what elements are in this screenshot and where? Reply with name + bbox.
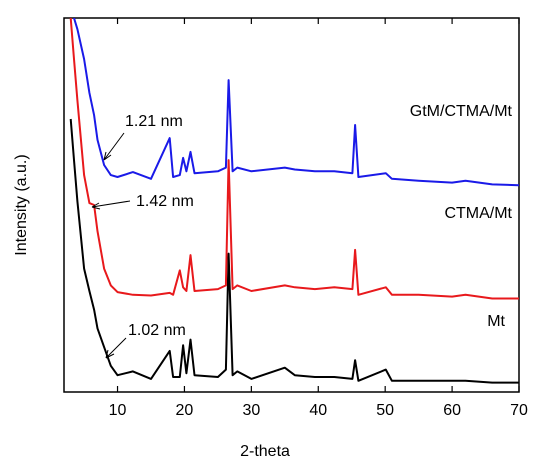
annotation-arrow [103,132,125,161]
series-line [73,18,519,187]
x-tick-label: 60 [443,402,461,419]
series-line [69,118,519,384]
y-axis-title: Intensity (a.u.) [13,154,30,255]
plot-frame [63,17,520,393]
annotation: 1.42 nm [136,193,194,210]
annotation-arrow [91,200,131,210]
x-tick-label: 20 [176,402,194,419]
annotation: 1.21 nm [125,113,183,130]
legend-label: GtM/CTMA/Mt [410,103,513,120]
annotation-arrow [105,337,127,359]
x-tick-label: 40 [309,402,327,419]
legend-label: Mt [487,313,505,330]
legend-label: CTMA/Mt [444,205,512,222]
x-tick-label: 30 [242,402,260,419]
x-axis-title: 2-theta [240,443,290,460]
series-line [69,18,519,300]
x-tick-label: 50 [376,402,394,419]
x-tick-label: 70 [510,402,528,419]
x-tick-label: 10 [109,402,127,419]
annotation: 1.02 nm [128,322,186,339]
plot-area [69,18,519,384]
